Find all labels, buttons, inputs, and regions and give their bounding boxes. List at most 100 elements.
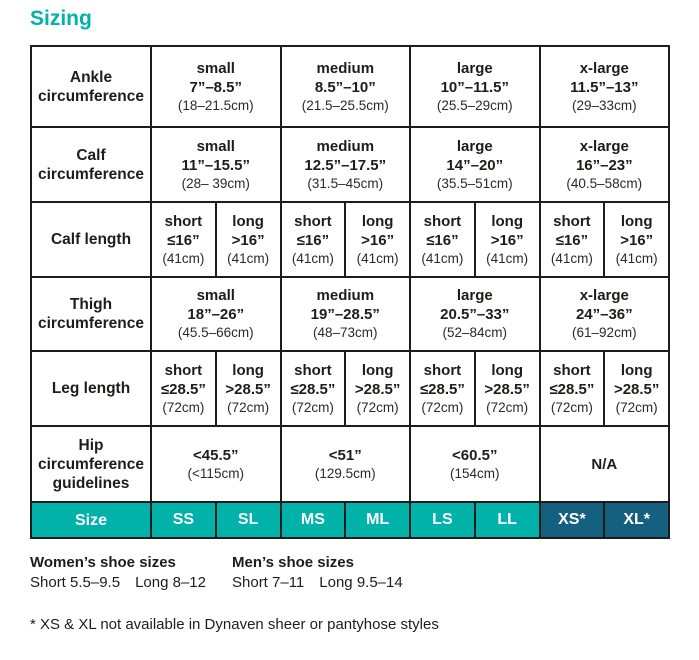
cell-ankle-medium: medium 8.5”–10” (21.5–25.5cm) bbox=[279, 45, 412, 128]
cell-range-cm: (41cm) bbox=[356, 250, 399, 266]
size-cell-xs: XS* bbox=[538, 501, 606, 539]
cell-range-cm: (72cm) bbox=[615, 399, 658, 415]
row-label: Leg length bbox=[30, 350, 152, 427]
cell-range-cm: (72cm) bbox=[421, 399, 464, 415]
cell-leg-length: long >28.5” (72cm) bbox=[603, 350, 671, 427]
cell-size-name: large bbox=[456, 59, 493, 77]
cell-range-cm: (41cm) bbox=[291, 250, 334, 266]
cell-calf-length: long >16” (41cm) bbox=[603, 201, 671, 278]
size-cell-ms: MS bbox=[279, 501, 347, 539]
cell-range-cm: (41cm) bbox=[227, 250, 270, 266]
size-cell-xl: XL* bbox=[603, 501, 671, 539]
cell-range-cm: (40.5–58cm) bbox=[566, 175, 643, 191]
row-ankle-circumference: Ankle circumference small 7”–8.5” (18–21… bbox=[30, 45, 671, 128]
sizing-table: Ankle circumference small 7”–8.5” (18–21… bbox=[30, 45, 671, 539]
cell-size-name: large bbox=[456, 287, 493, 304]
size-cell-ml: ML bbox=[344, 501, 412, 539]
mens-shoe-sizes: Men’s shoe sizes Short 7–11 Long 9.5–14 bbox=[232, 553, 434, 593]
page-title: Sizing bbox=[30, 7, 92, 30]
cell-range-cm: (72cm) bbox=[356, 399, 399, 415]
cell-range-cm: (25.5–29cm) bbox=[436, 97, 513, 113]
cell-range-in: 11”–15.5” bbox=[181, 156, 250, 174]
row-size-codes: Size SS SL MS ML LS LL XS* XL* bbox=[30, 501, 671, 539]
cell-range-in: 8.5”–10” bbox=[314, 78, 376, 96]
cell-size-name: short bbox=[423, 361, 462, 379]
cell-range-in: >28.5” bbox=[484, 380, 530, 398]
cell-size-name: x-large bbox=[579, 287, 629, 304]
cell-range-cm: (45.5–66cm) bbox=[177, 325, 254, 340]
cell-range-cm: (154cm) bbox=[450, 465, 500, 481]
cell-size-name: medium bbox=[316, 59, 375, 77]
cell-leg-length: short ≤28.5” (72cm) bbox=[409, 350, 476, 427]
cell-size-name: long bbox=[232, 212, 264, 230]
cell-size-name: long bbox=[620, 361, 653, 379]
cell-range-in: ≤16” bbox=[555, 231, 589, 249]
row-calf-length: Calf length short ≤16” (41cm) long >16” … bbox=[30, 201, 671, 278]
cell-range-in: >28.5” bbox=[354, 380, 401, 398]
cell-leg-length: short ≤28.5” (72cm) bbox=[279, 350, 347, 427]
cell-range-in: 11.5”–13” bbox=[570, 78, 639, 96]
cell-size-name: short bbox=[164, 212, 203, 230]
cell-calf-large: large 14”–20” (35.5–51cm) bbox=[409, 126, 541, 203]
cell-range-cm: (<115cm) bbox=[187, 465, 244, 481]
cell-range-in: 7”–8.5” bbox=[189, 78, 243, 96]
cell-range-in: 18”–26” bbox=[187, 306, 245, 323]
cell-thigh-xlarge: x-large 24”–36” (61–92cm) bbox=[538, 276, 671, 352]
cell-range-in: ≤28.5” bbox=[290, 380, 336, 398]
row-thigh-circumference: Thigh circumference small 18”–26” (45.5–… bbox=[30, 276, 671, 352]
cell-range-cm: (129.5cm) bbox=[314, 465, 376, 481]
row-label: Thigh circumference bbox=[30, 276, 152, 352]
cell-range-in: >28.5” bbox=[225, 380, 271, 398]
cell-range-in: ≤16” bbox=[296, 231, 330, 249]
size-cell-ss: SS bbox=[150, 501, 217, 539]
cell-leg-length: long >28.5” (72cm) bbox=[214, 350, 282, 427]
cell-range-cm: (48–73cm) bbox=[313, 325, 378, 340]
row-hip-circumference-guidelines: Hip circumference guidelines <45.5” (<11… bbox=[30, 425, 671, 503]
row-label: Hip circumference guidelines bbox=[30, 425, 152, 503]
cell-ankle-large: large 10”–11.5” (25.5–29cm) bbox=[409, 45, 541, 128]
cell-range-in: 19”–28.5” bbox=[310, 306, 380, 323]
cell-size-name: small bbox=[196, 137, 235, 155]
footnote: * XS & XL not available in Dynaven sheer… bbox=[30, 616, 439, 633]
cell-range-cm: (18–21.5cm) bbox=[177, 97, 254, 113]
cell-range-cm: (41cm) bbox=[550, 250, 593, 266]
cell-size-name: long bbox=[491, 212, 523, 230]
cell-range-cm: (72cm) bbox=[486, 399, 529, 415]
cell-thigh-medium: medium 19”–28.5” (48–73cm) bbox=[279, 276, 412, 352]
cell-size-name: medium bbox=[316, 287, 375, 304]
cell-leg-length: long >28.5” (72cm) bbox=[344, 350, 412, 427]
cell-range-cm: (28– 39cm) bbox=[181, 175, 250, 191]
cell-hip-small: <45.5” (<115cm) bbox=[150, 425, 282, 503]
cell-hip-large: <60.5” (154cm) bbox=[409, 425, 541, 503]
cell-range-in: ≤16” bbox=[167, 231, 200, 249]
cell-hip-xlarge: N/A bbox=[538, 425, 671, 503]
cell-range-in: 24”–36” bbox=[575, 306, 633, 323]
cell-range-in: <45.5” bbox=[193, 446, 239, 464]
cell-size-name: x-large bbox=[579, 137, 629, 155]
cell-range-cm: (72cm) bbox=[227, 399, 270, 415]
row-label: Calf circumference bbox=[30, 126, 152, 203]
cell-range-cm: (72cm) bbox=[291, 399, 334, 415]
cell-hip-medium: <51” (129.5cm) bbox=[279, 425, 412, 503]
cell-range-in: >16” bbox=[361, 231, 395, 249]
cell-range-cm: (21.5–25.5cm) bbox=[301, 97, 389, 113]
cell-ankle-xlarge: x-large 11.5”–13” (29–33cm) bbox=[538, 45, 671, 128]
page: Sizing Ankle circumference small 7”–8.5”… bbox=[30, 7, 671, 633]
cell-size-name: small bbox=[196, 59, 235, 77]
cell-range-cm: (61–92cm) bbox=[572, 325, 637, 340]
cell-size-name: long bbox=[361, 212, 394, 230]
womens-shoe-sizes-values: Short 5.5–9.5 Long 8–12 bbox=[30, 573, 232, 593]
cell-size-name: long bbox=[232, 361, 264, 379]
cell-range-in: <60.5” bbox=[452, 446, 498, 464]
cell-size-name: long bbox=[361, 361, 394, 379]
cell-calf-xlarge: x-large 16”–23” (40.5–58cm) bbox=[538, 126, 671, 203]
cell-size-name: short bbox=[553, 212, 591, 230]
row-label: Size bbox=[30, 501, 152, 539]
cell-leg-length: short ≤28.5” (72cm) bbox=[538, 350, 606, 427]
cell-ankle-small: small 7”–8.5” (18–21.5cm) bbox=[150, 45, 282, 128]
cell-range-cm: (72cm) bbox=[162, 399, 205, 415]
mens-shoe-sizes-title: Men’s shoe sizes bbox=[232, 554, 354, 571]
womens-shoe-sizes: Women’s shoe sizes Short 5.5–9.5 Long 8–1… bbox=[30, 553, 232, 593]
cell-leg-length: long >28.5” (72cm) bbox=[473, 350, 541, 427]
cell-range-cm: (29–33cm) bbox=[572, 97, 637, 113]
